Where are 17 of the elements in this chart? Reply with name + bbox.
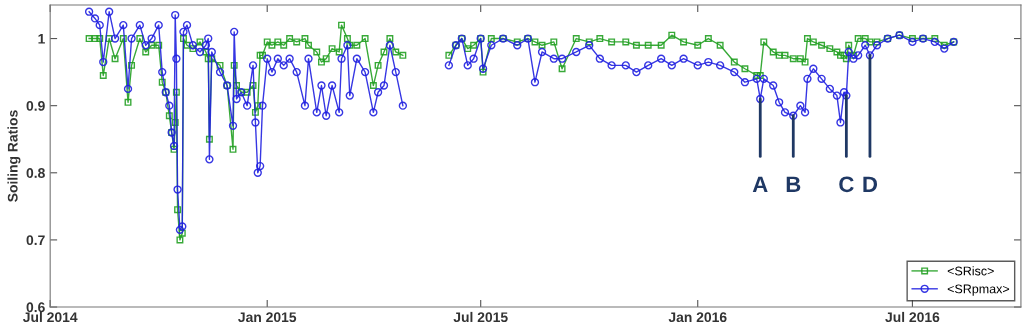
annotation: C bbox=[839, 176, 854, 193]
annotation: B bbox=[786, 176, 801, 192]
annotation: D bbox=[863, 176, 878, 192]
annotation: A bbox=[752, 176, 768, 192]
y-tick-label: 0.6 bbox=[26, 302, 45, 313]
y-tick-label: 0.7 bbox=[26, 235, 45, 246]
y-tick-label: 0.8 bbox=[26, 168, 45, 178]
x-tick-label: Jan 2016 bbox=[668, 312, 727, 323]
x-tick-label: Jul 2016 bbox=[885, 311, 940, 323]
x-tick-label: Jul 2015 bbox=[453, 311, 508, 323]
y-axis-title: Soiling Ratios bbox=[7, 110, 21, 202]
y-tick-label: 0.9 bbox=[26, 101, 45, 111]
x-tick-label: Jul 2014 bbox=[22, 311, 78, 323]
legend-label: <SRpmax> bbox=[947, 284, 1010, 296]
x-tick-label: Jan 2015 bbox=[238, 312, 297, 323]
y-tick-label: 1 bbox=[38, 34, 45, 44]
legend-label: <SRisc> bbox=[947, 266, 994, 276]
